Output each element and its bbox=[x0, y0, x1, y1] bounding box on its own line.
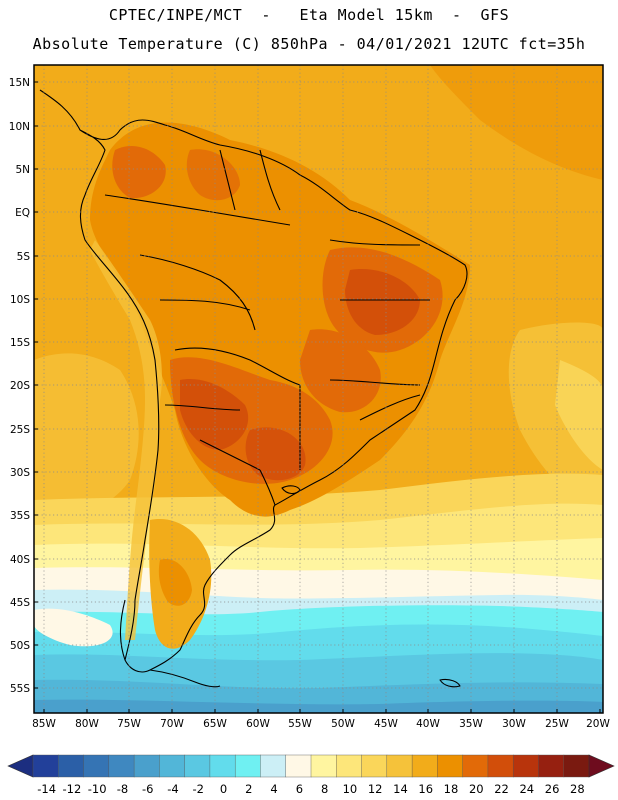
lat-label: 10S bbox=[10, 294, 30, 306]
colorbar-label: 28 bbox=[570, 782, 585, 796]
colorbar-left-arrow bbox=[7, 754, 34, 778]
lon-label: 75W bbox=[117, 718, 141, 730]
chart-title-line1: CPTEC/INPE/MCT - Eta Model 15km - GFS bbox=[108, 6, 510, 24]
colorbar-swatches bbox=[32, 754, 590, 778]
colorbar-label: 24 bbox=[519, 782, 534, 796]
colorbar-label: 8 bbox=[321, 782, 328, 796]
chart-title-line2: Absolute Temperature (C) 850hPa - 04/01/… bbox=[32, 35, 586, 53]
lat-label: 50S bbox=[10, 640, 30, 652]
colorbar-swatch bbox=[260, 754, 287, 778]
colorbar-swatch bbox=[563, 754, 590, 778]
lon-label: 85W bbox=[32, 718, 56, 730]
lon-label: 35W bbox=[459, 718, 483, 730]
colorbar-label: 18 bbox=[444, 782, 459, 796]
colorbar-swatch bbox=[234, 754, 261, 778]
lat-label: 20S bbox=[10, 380, 30, 392]
colorbar-label: 10 bbox=[343, 782, 358, 796]
colorbar-label: -4 bbox=[167, 782, 178, 796]
colorbar-labels: -14 -12 -10 -8 -6 -4 -2 0 2 4 6 8 10 12 14 16 18 20 22 24 26… bbox=[37, 782, 584, 796]
colorbar-swatch bbox=[386, 754, 413, 778]
longitude-labels: 85W 80W 75W 70W 65W 60W 55W 50W 45W 40W … bbox=[32, 718, 610, 730]
colorbar-swatch bbox=[184, 754, 211, 778]
lat-label: 45S bbox=[10, 597, 30, 609]
lon-label: 60W bbox=[246, 718, 270, 730]
colorbar-label: 22 bbox=[494, 782, 509, 796]
colorbar-swatch bbox=[310, 754, 337, 778]
axis-ticks bbox=[34, 81, 601, 713]
lon-label: 25W bbox=[545, 718, 569, 730]
colorbar-swatch bbox=[108, 754, 135, 778]
latitude-labels: 15N 10N 5N EQ 5S 10S 15S 20S 25S 30S 35S… bbox=[9, 77, 31, 695]
lat-label: 10N bbox=[9, 121, 30, 133]
gridlines bbox=[34, 65, 603, 713]
colorbar-swatch bbox=[411, 754, 438, 778]
lat-label: 40S bbox=[10, 554, 30, 566]
colorbar-label: 2 bbox=[245, 782, 252, 796]
colorbar-label: 26 bbox=[545, 782, 560, 796]
colorbar-swatch bbox=[32, 754, 59, 778]
colorbar-label: 0 bbox=[220, 782, 227, 796]
lon-label: 50W bbox=[331, 718, 355, 730]
colorbar-swatch bbox=[361, 754, 388, 778]
colorbar-swatch bbox=[462, 754, 489, 778]
colorbar-label: 20 bbox=[469, 782, 484, 796]
colorbar-label: 4 bbox=[270, 782, 277, 796]
colorbar-label: -6 bbox=[142, 782, 153, 796]
colorbar-swatch bbox=[133, 754, 160, 778]
coastlines bbox=[39, 89, 468, 688]
colorbar-label: -2 bbox=[193, 782, 204, 796]
lon-label: 80W bbox=[75, 718, 99, 730]
colorbar-right-arrow bbox=[588, 754, 615, 778]
lat-label: 15N bbox=[9, 77, 30, 89]
lat-label: 25S bbox=[10, 424, 30, 436]
colorbar-label: 6 bbox=[296, 782, 303, 796]
lon-label: 70W bbox=[160, 718, 184, 730]
lon-label: 30W bbox=[502, 718, 526, 730]
colorbar-swatch bbox=[538, 754, 565, 778]
temperature-field bbox=[34, 65, 603, 713]
lat-label: EQ bbox=[15, 207, 30, 219]
lat-label: 5N bbox=[15, 164, 30, 176]
colorbar: -14 -12 -10 -8 -6 -4 -2 0 2 4 6 8 10 12 14 16 18 20 22 24 26… bbox=[7, 754, 615, 796]
colorbar-swatch bbox=[336, 754, 363, 778]
colorbar-swatch bbox=[512, 754, 539, 778]
colorbar-swatch bbox=[159, 754, 186, 778]
lon-label: 40W bbox=[416, 718, 440, 730]
colorbar-label: -12 bbox=[63, 782, 82, 796]
colorbar-swatch bbox=[437, 754, 464, 778]
lat-label: 35S bbox=[10, 510, 30, 522]
colorbar-swatch bbox=[58, 754, 85, 778]
lat-label: 30S bbox=[10, 467, 30, 479]
colorbar-label: 16 bbox=[418, 782, 433, 796]
colorbar-swatch bbox=[209, 754, 236, 778]
colorbar-label: -8 bbox=[117, 782, 128, 796]
colorbar-swatch bbox=[487, 754, 514, 778]
colorbar-swatch bbox=[285, 754, 312, 778]
colorbar-swatch bbox=[83, 754, 110, 778]
lon-label: 20W bbox=[586, 718, 610, 730]
lon-label: 65W bbox=[203, 718, 227, 730]
lat-label: 55S bbox=[10, 683, 30, 695]
lon-label: 45W bbox=[374, 718, 398, 730]
lat-label: 15S bbox=[10, 337, 30, 349]
lat-label: 5S bbox=[17, 251, 31, 263]
lon-label: 55W bbox=[288, 718, 312, 730]
colorbar-label: -10 bbox=[88, 782, 107, 796]
colorbar-label: -14 bbox=[37, 782, 56, 796]
colorbar-label: 14 bbox=[393, 782, 408, 796]
colorbar-label: 12 bbox=[368, 782, 383, 796]
map-frame bbox=[33, 64, 604, 714]
